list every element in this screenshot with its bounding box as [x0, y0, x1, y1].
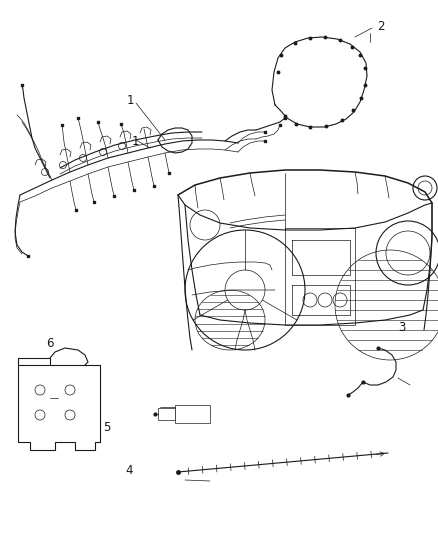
FancyBboxPatch shape [158, 408, 175, 420]
Text: 4: 4 [125, 464, 133, 477]
Text: 1: 1 [132, 135, 140, 148]
Text: 3: 3 [399, 321, 406, 334]
Text: 5: 5 [104, 421, 111, 434]
Text: 2: 2 [377, 20, 385, 34]
Text: 6: 6 [46, 337, 54, 350]
FancyBboxPatch shape [175, 405, 210, 423]
Text: 1: 1 [126, 93, 134, 107]
